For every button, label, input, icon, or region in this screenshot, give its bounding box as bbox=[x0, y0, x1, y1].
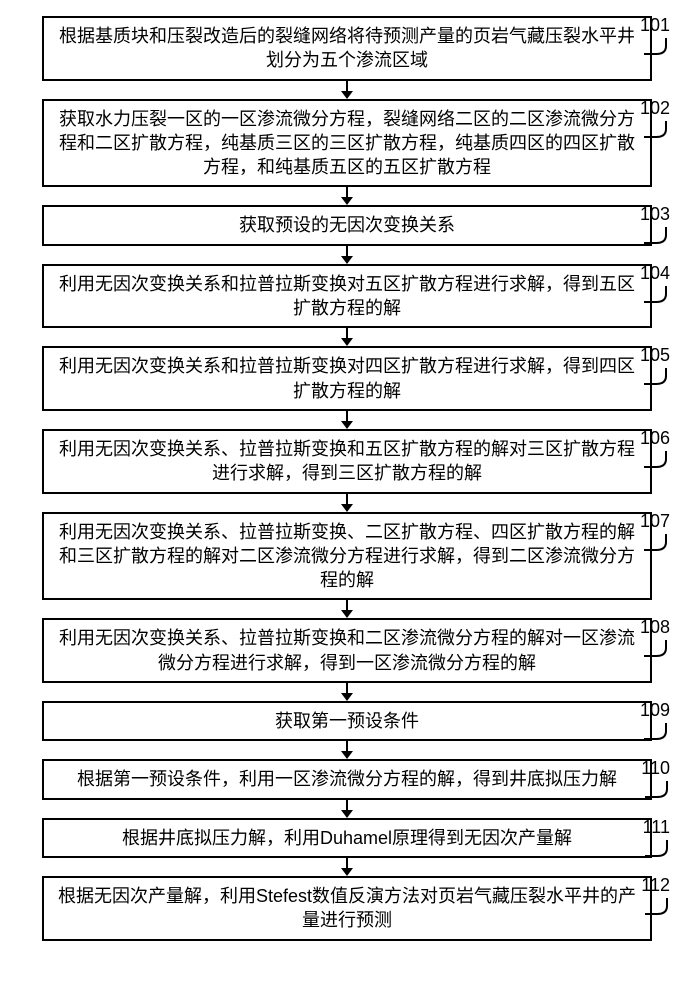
step-number: 105 bbox=[640, 346, 670, 364]
step-label: 103 bbox=[640, 205, 670, 245]
flow-arrow bbox=[12, 858, 682, 876]
step-label: 106 bbox=[640, 429, 670, 469]
flowchart-container: 根据基质块和压裂改造后的裂缝网络将待预测产量的页岩气藏压裂水平井划分为五个渗流区… bbox=[0, 0, 694, 961]
flow-step: 利用无因次变换关系、拉普拉斯变换和五区扩散方程的解对三区扩散方程进行求解，得到三… bbox=[12, 429, 682, 494]
flow-step: 利用无因次变换关系、拉普拉斯变换、二区扩散方程、四区扩散方程的解和三区扩散方程的… bbox=[12, 512, 682, 601]
step-label: 101 bbox=[640, 16, 670, 56]
step-box: 利用无因次变换关系、拉普拉斯变换和二区渗流微分方程的解对一区渗流微分方程进行求解… bbox=[42, 618, 652, 683]
flow-step: 根据无因次产量解，利用Stefest数值反演方法对页岩气藏压裂水平井的产量进行预… bbox=[12, 876, 682, 941]
flow-step: 根据井底拟压力解，利用Duhamel原理得到无因次产量解111 bbox=[12, 818, 682, 858]
step-label: 110 bbox=[641, 759, 670, 799]
flow-step: 根据基质块和压裂改造后的裂缝网络将待预测产量的页岩气藏压裂水平井划分为五个渗流区… bbox=[12, 16, 682, 81]
step-box: 获取第一预设条件 bbox=[42, 701, 652, 741]
flow-arrow bbox=[12, 494, 682, 512]
step-box: 利用无因次变换关系和拉普拉斯变换对五区扩散方程进行求解，得到五区扩散方程的解 bbox=[42, 264, 652, 329]
step-label: 109 bbox=[640, 701, 670, 741]
flow-step: 获取预设的无因次变换关系103 bbox=[12, 205, 682, 245]
flow-arrow bbox=[12, 800, 682, 818]
flow-arrow bbox=[12, 683, 682, 701]
step-number: 104 bbox=[640, 264, 670, 282]
step-number: 103 bbox=[640, 205, 670, 223]
step-number: 108 bbox=[640, 618, 670, 636]
step-box: 利用无因次变换关系和拉普拉斯变换对四区扩散方程进行求解，得到四区扩散方程的解 bbox=[42, 346, 652, 411]
flow-step: 利用无因次变换关系和拉普拉斯变换对四区扩散方程进行求解，得到四区扩散方程的解10… bbox=[12, 346, 682, 411]
step-box: 利用无因次变换关系、拉普拉斯变换、二区扩散方程、四区扩散方程的解和三区扩散方程的… bbox=[42, 512, 652, 601]
step-label: 112 bbox=[641, 876, 670, 916]
step-number: 107 bbox=[640, 512, 670, 530]
step-number: 112 bbox=[641, 876, 670, 894]
step-box: 获取水力压裂一区的一区渗流微分方程，裂缝网络二区的二区渗流微分方程和二区扩散方程… bbox=[42, 99, 652, 188]
step-number: 106 bbox=[640, 429, 670, 447]
step-number: 110 bbox=[641, 759, 670, 777]
flow-arrow bbox=[12, 328, 682, 346]
step-box: 利用无因次变换关系、拉普拉斯变换和五区扩散方程的解对三区扩散方程进行求解，得到三… bbox=[42, 429, 652, 494]
step-number: 101 bbox=[640, 16, 670, 34]
step-label: 102 bbox=[640, 99, 670, 139]
flow-arrow bbox=[12, 600, 682, 618]
flow-arrow bbox=[12, 246, 682, 264]
step-label: 107 bbox=[640, 512, 670, 552]
flow-arrow bbox=[12, 741, 682, 759]
flow-arrow bbox=[12, 187, 682, 205]
step-label: 104 bbox=[640, 264, 670, 304]
step-number: 102 bbox=[640, 99, 670, 117]
step-box: 根据无因次产量解，利用Stefest数值反演方法对页岩气藏压裂水平井的产量进行预… bbox=[42, 876, 652, 941]
step-number: 111 bbox=[643, 818, 670, 836]
step-box: 获取预设的无因次变换关系 bbox=[42, 205, 652, 245]
step-box: 根据第一预设条件，利用一区渗流微分方程的解，得到井底拟压力解 bbox=[42, 759, 652, 799]
flow-arrow bbox=[12, 81, 682, 99]
step-label: 108 bbox=[640, 618, 670, 658]
step-box: 根据基质块和压裂改造后的裂缝网络将待预测产量的页岩气藏压裂水平井划分为五个渗流区… bbox=[42, 16, 652, 81]
flow-step: 获取第一预设条件109 bbox=[12, 701, 682, 741]
step-box: 根据井底拟压力解，利用Duhamel原理得到无因次产量解 bbox=[42, 818, 652, 858]
flow-step: 根据第一预设条件，利用一区渗流微分方程的解，得到井底拟压力解110 bbox=[12, 759, 682, 799]
flow-arrow bbox=[12, 411, 682, 429]
flow-step: 利用无因次变换关系和拉普拉斯变换对五区扩散方程进行求解，得到五区扩散方程的解10… bbox=[12, 264, 682, 329]
step-label: 105 bbox=[640, 346, 670, 386]
flow-step: 利用无因次变换关系、拉普拉斯变换和二区渗流微分方程的解对一区渗流微分方程进行求解… bbox=[12, 618, 682, 683]
flow-step: 获取水力压裂一区的一区渗流微分方程，裂缝网络二区的二区渗流微分方程和二区扩散方程… bbox=[12, 99, 682, 188]
step-number: 109 bbox=[640, 701, 670, 719]
step-label: 111 bbox=[643, 818, 670, 858]
